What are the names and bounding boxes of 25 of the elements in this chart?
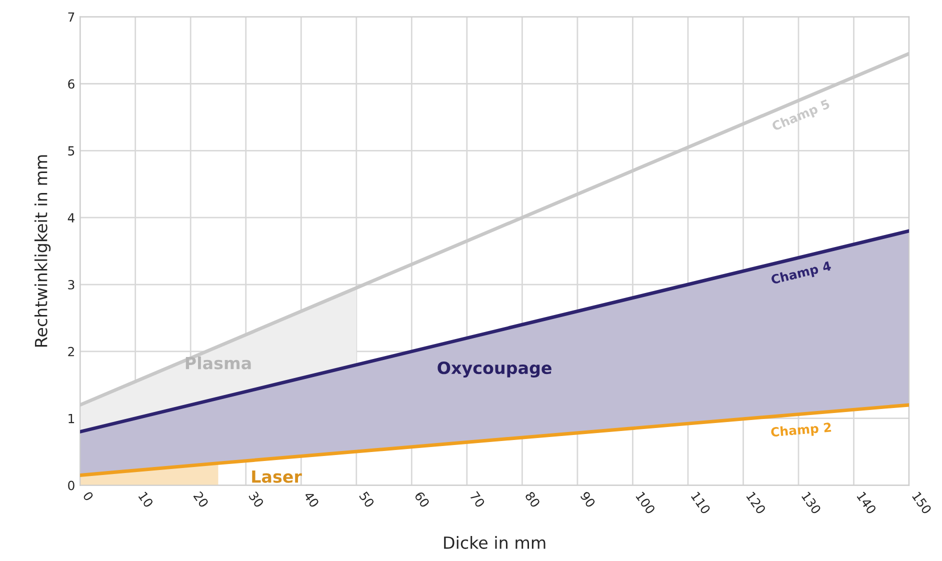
y-tick-label: 5: [68, 146, 74, 156]
x-tick-label: 80: [524, 490, 541, 508]
x-tick-label: 40: [303, 490, 320, 508]
y-axis-title: Rechtwinkligkeit in mm: [34, 155, 51, 347]
x-tick-label: 90: [580, 490, 596, 508]
x-tick-label: 60: [414, 490, 430, 508]
series-label: Champ 2: [770, 422, 832, 440]
y-tick-label: 0: [68, 480, 74, 490]
x-tick-label: 10: [138, 491, 154, 508]
y-tick-label: 6: [68, 79, 74, 89]
y-tick-label: 2: [68, 346, 74, 356]
x-tick-label: 20: [193, 491, 209, 508]
y-tick-label: 4: [68, 213, 75, 222]
y-tick-label: 3: [68, 280, 74, 290]
x-tick-label: 70: [469, 491, 486, 508]
annotation: Laser: [252, 470, 302, 483]
x-axis-title: Dicke in mm: [444, 536, 546, 549]
text: Champ 4: [770, 260, 832, 287]
annotation: Plasma: [186, 356, 251, 370]
y-tick-label: 1: [68, 414, 74, 424]
y-tick-label: 7: [68, 12, 74, 22]
x-tick-label: 50: [358, 491, 375, 508]
x-tick-label: 0: [82, 490, 94, 502]
annotation: Oxycoupage: [438, 362, 552, 378]
x-tick-label: 30: [248, 491, 264, 508]
